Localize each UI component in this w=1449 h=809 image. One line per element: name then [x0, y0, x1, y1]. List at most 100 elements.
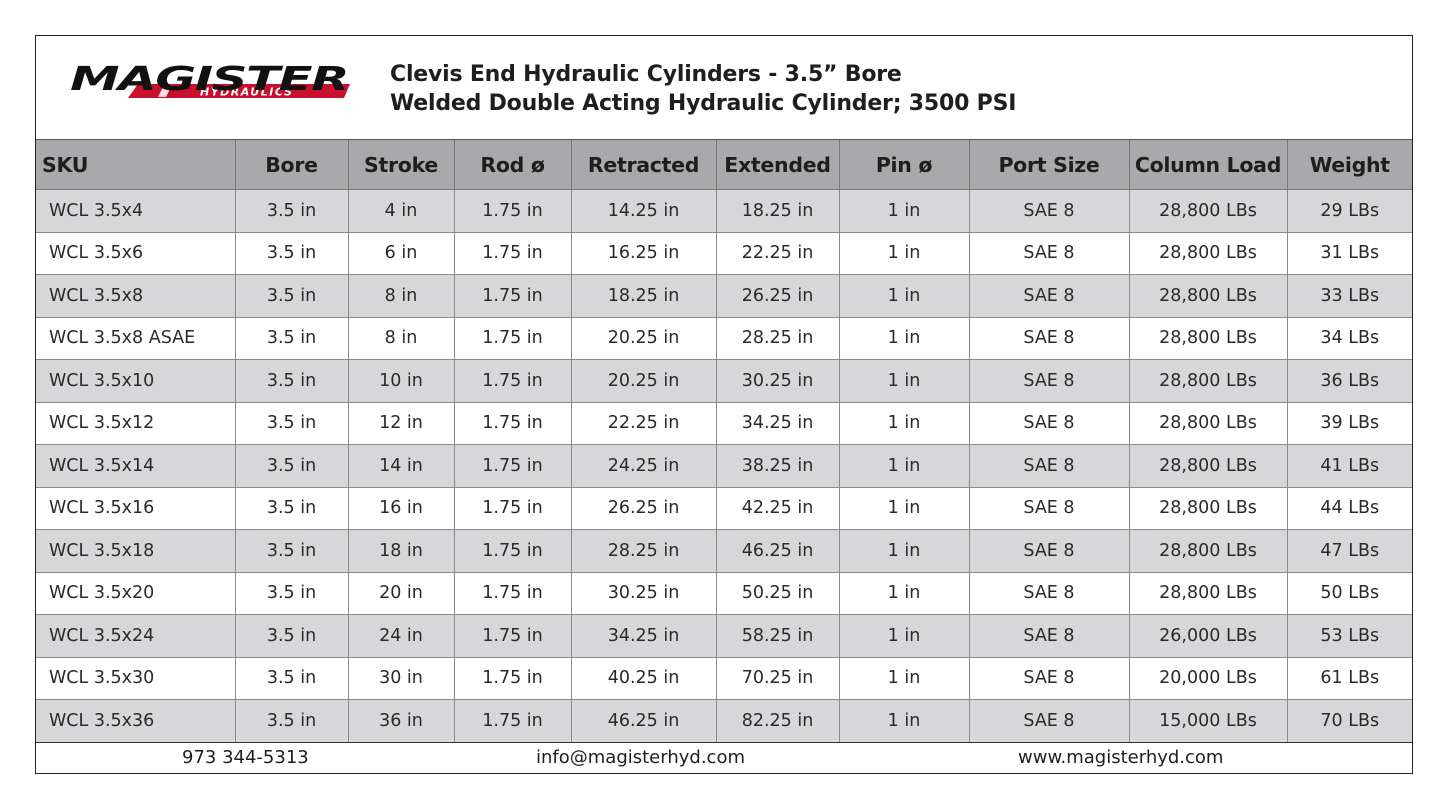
cell-column-load: 28,800 LBs	[1128, 572, 1287, 615]
cell-stroke: 14 in	[347, 444, 454, 488]
column-header-extended: Extended	[715, 139, 839, 190]
footer-phone: 973 344-5313	[182, 747, 309, 768]
cell-sku: WCL 3.5x4	[36, 189, 235, 233]
cell-retracted: 24.25 in	[570, 444, 716, 488]
cell-column-load: 28,800 LBs	[1128, 232, 1287, 275]
cell-bore: 3.5 in	[234, 317, 348, 360]
cell-bore: 3.5 in	[234, 657, 348, 700]
cell-sku: WCL 3.5x6	[36, 232, 235, 275]
cell-column-load: 28,800 LBs	[1128, 444, 1287, 488]
cell-rod: 1.75 in	[453, 274, 571, 318]
cell-stroke: 12 in	[347, 402, 454, 445]
cell-rod: 1.75 in	[453, 699, 571, 743]
cell-pin: 1 in	[838, 487, 969, 530]
cell-extended: 50.25 in	[715, 572, 839, 615]
cell-rod: 1.75 in	[453, 487, 571, 530]
cell-sku: WCL 3.5x8 ASAE	[36, 317, 235, 360]
cell-pin: 1 in	[838, 274, 969, 318]
cell-rod: 1.75 in	[453, 657, 571, 700]
cell-extended: 30.25 in	[715, 359, 839, 403]
cell-weight: 50 LBs	[1286, 572, 1412, 615]
cell-port-size: SAE 8	[968, 444, 1129, 488]
table-header-row: SKU Bore Stroke Rod ø Retracted Extended…	[36, 139, 1412, 190]
cell-extended: 42.25 in	[715, 487, 839, 530]
cell-sku: WCL 3.5x10	[36, 359, 235, 403]
column-header-rod: Rod ø	[453, 139, 571, 190]
column-header-weight: Weight	[1286, 139, 1412, 190]
cell-column-load: 28,800 LBs	[1128, 317, 1287, 360]
cell-rod: 1.75 in	[453, 232, 571, 275]
cell-column-load: 28,800 LBs	[1128, 402, 1287, 445]
cell-stroke: 16 in	[347, 487, 454, 530]
cell-sku: WCL 3.5x20	[36, 572, 235, 615]
cell-pin: 1 in	[838, 529, 969, 573]
column-header-port-size: Port Size	[968, 139, 1129, 190]
cell-port-size: SAE 8	[968, 402, 1129, 445]
cell-weight: 36 LBs	[1286, 359, 1412, 403]
spec-sheet: HYDRAULICS MAGISTER Clevis End Hydraulic…	[35, 35, 1413, 774]
cell-stroke: 8 in	[347, 317, 454, 360]
cell-rod: 1.75 in	[453, 189, 571, 233]
cell-rod: 1.75 in	[453, 402, 571, 445]
cell-port-size: SAE 8	[968, 572, 1129, 615]
cell-weight: 41 LBs	[1286, 444, 1412, 488]
cell-weight: 44 LBs	[1286, 487, 1412, 530]
cell-column-load: 28,800 LBs	[1128, 359, 1287, 403]
cell-retracted: 20.25 in	[570, 317, 716, 360]
cell-stroke: 24 in	[347, 614, 454, 658]
cell-port-size: SAE 8	[968, 614, 1129, 658]
sheet-header: HYDRAULICS MAGISTER Clevis End Hydraulic…	[36, 36, 1412, 139]
cell-bore: 3.5 in	[234, 529, 348, 573]
logo-subtext: HYDRAULICS	[200, 86, 293, 99]
cell-column-load: 28,800 LBs	[1128, 274, 1287, 318]
cell-weight: 61 LBs	[1286, 657, 1412, 700]
sheet-footer: 973 344-5313 info@magisterhyd.com www.ma…	[36, 745, 1412, 773]
cell-pin: 1 in	[838, 317, 969, 360]
cell-extended: 34.25 in	[715, 402, 839, 445]
cell-weight: 33 LBs	[1286, 274, 1412, 318]
cell-sku: WCL 3.5x24	[36, 614, 235, 658]
cell-port-size: SAE 8	[968, 699, 1129, 743]
cell-bore: 3.5 in	[234, 572, 348, 615]
magister-logo: HYDRAULICS MAGISTER	[70, 62, 350, 99]
cell-retracted: 20.25 in	[570, 359, 716, 403]
table-row: WCL 3.5x12 3.5 in 12 in 1.75 in 22.25 in 34.2…	[36, 402, 1412, 445]
cell-port-size: SAE 8	[968, 317, 1129, 360]
cell-bore: 3.5 in	[234, 189, 348, 233]
cell-stroke: 8 in	[347, 274, 454, 318]
table-row: WCL 3.5x30 3.5 in 30 in 1.75 in 40.25 in 70.2…	[36, 657, 1412, 700]
cell-pin: 1 in	[838, 189, 969, 233]
cell-extended: 28.25 in	[715, 317, 839, 360]
cell-sku: WCL 3.5x14	[36, 444, 235, 488]
column-header-retracted: Retracted	[570, 139, 716, 190]
cell-stroke: 20 in	[347, 572, 454, 615]
cell-retracted: 26.25 in	[570, 487, 716, 530]
cell-weight: 70 LBs	[1286, 699, 1412, 743]
cell-bore: 3.5 in	[234, 232, 348, 275]
footer-website: www.magisterhyd.com	[1018, 747, 1224, 768]
cell-sku: WCL 3.5x36	[36, 699, 235, 743]
cell-column-load: 28,800 LBs	[1128, 487, 1287, 530]
column-header-sku: SKU	[36, 139, 235, 190]
cell-rod: 1.75 in	[453, 614, 571, 658]
cell-pin: 1 in	[838, 232, 969, 275]
table-row: WCL 3.5x36 3.5 in 36 in 1.75 in 46.25 in 82.2…	[36, 699, 1412, 743]
title-block: Clevis End Hydraulic Cylinders - 3.5” Bo…	[390, 60, 1016, 118]
cell-bore: 3.5 in	[234, 699, 348, 743]
cell-port-size: SAE 8	[968, 359, 1129, 403]
cell-weight: 47 LBs	[1286, 529, 1412, 573]
table-row: WCL 3.5x4 3.5 in 4 in 1.75 in 14.25 in 18.25 …	[36, 189, 1412, 233]
cell-extended: 18.25 in	[715, 189, 839, 233]
table-row: WCL 3.5x24 3.5 in 24 in 1.75 in 34.25 in 58.2…	[36, 614, 1412, 658]
cell-retracted: 30.25 in	[570, 572, 716, 615]
cell-retracted: 16.25 in	[570, 232, 716, 275]
cell-stroke: 36 in	[347, 699, 454, 743]
cell-extended: 58.25 in	[715, 614, 839, 658]
column-header-stroke: Stroke	[347, 139, 454, 190]
column-header-bore: Bore	[234, 139, 348, 190]
cell-bore: 3.5 in	[234, 614, 348, 658]
cell-port-size: SAE 8	[968, 487, 1129, 530]
cell-stroke: 6 in	[347, 232, 454, 275]
cell-pin: 1 in	[838, 359, 969, 403]
cell-rod: 1.75 in	[453, 317, 571, 360]
